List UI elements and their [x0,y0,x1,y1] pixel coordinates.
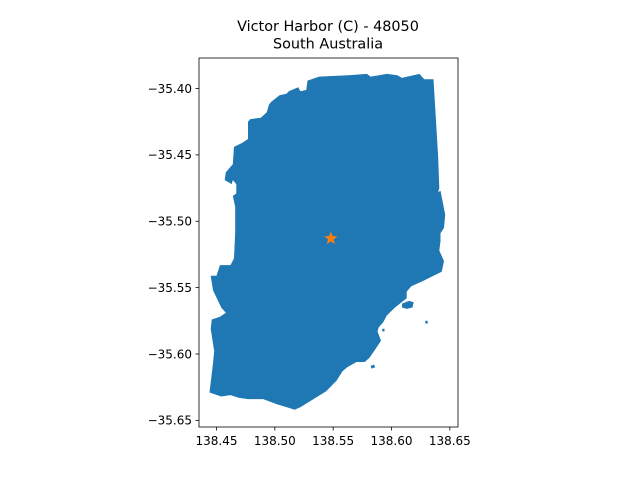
x-axis: 138.45 138.50 138.55 138.60 138.65 [196,427,471,448]
y-tick-label: −35.40 [148,82,192,96]
x-tick-label: 138.60 [371,434,413,448]
map-title: Victor Harbor (C) - 48050 [237,19,419,35]
x-tick-label: 138.65 [429,434,471,448]
island-1 [402,300,414,309]
y-tick-label: −35.65 [148,414,192,428]
island-shapes [370,300,428,369]
plot-area [209,73,446,410]
y-axis: −35.40 −35.45 −35.50 −35.55 −35.60 −35.65 [148,82,199,428]
x-tick-label: 138.50 [254,434,296,448]
y-tick-label: −35.55 [148,281,192,295]
y-tick-label: −35.45 [148,148,192,162]
x-tick-label: 138.45 [196,434,238,448]
island-3 [370,364,376,369]
location-star-marker [324,231,338,245]
axes-frame [198,57,459,428]
map-subtitle: South Australia [273,37,383,53]
region-polygon [209,73,446,410]
island-2 [382,328,385,332]
y-tick-label: −35.60 [148,347,192,361]
x-tick-label: 138.55 [312,434,354,448]
island-4 [425,320,428,324]
y-tick-label: −35.50 [148,215,192,229]
